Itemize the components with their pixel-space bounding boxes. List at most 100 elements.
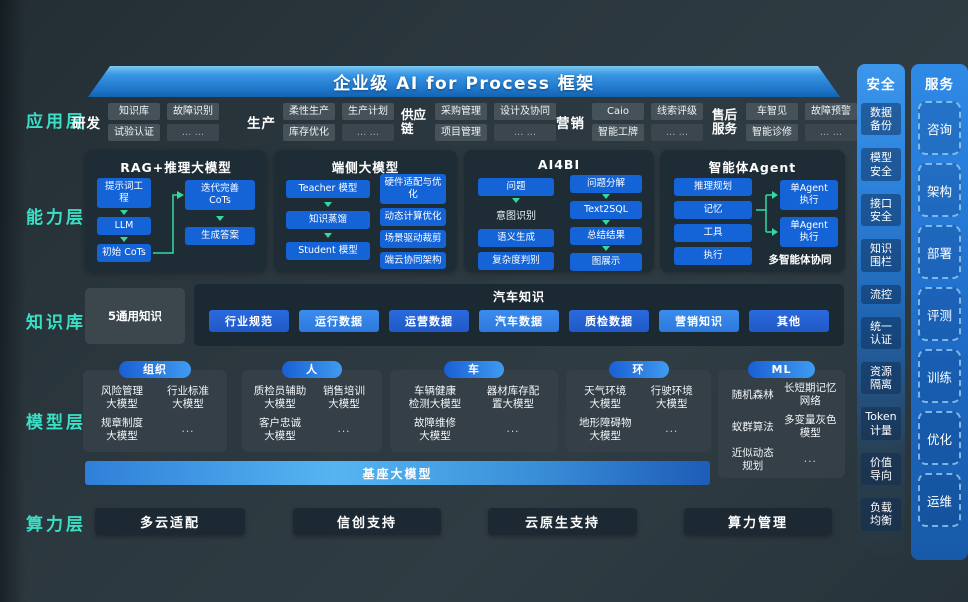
app-chip-column: 故障预警 ... ...	[805, 103, 857, 141]
feature-chip: 端云协同架构	[380, 251, 446, 270]
app-chip: 故障识别	[167, 103, 219, 120]
security-item: 统一 认证	[861, 316, 901, 350]
general-knowledge-box: 5通用知识	[85, 288, 185, 344]
model-group-environment: 环 天气环境 大模型 行驶环境 大模型 地形障碍物 大模型 ...	[566, 361, 711, 452]
agent-module-chip: 推理规划	[674, 178, 752, 196]
app-chip-column: 生产计划 ... ...	[342, 103, 394, 141]
flow-node: 迭代完善 CoTs	[185, 180, 255, 210]
service-item: 咨询	[918, 101, 961, 155]
flow-node: 知识蒸馏	[286, 210, 370, 229]
feature-chip: 硬件适配与优 化	[380, 174, 446, 204]
app-group-after-sales: 售后服务 车智见 智能诊修 故障预警 ... ...	[712, 99, 857, 145]
service-column: 服务 咨询 架构 部署 评测 训练 优化 运维	[911, 64, 968, 560]
compute-bar-multicloud: 多云适配	[95, 508, 245, 535]
arrow-down-icon	[120, 236, 128, 242]
model-item: 器材库存配 置大模型	[486, 384, 540, 410]
knowledge-chip: 行业规范	[209, 310, 289, 332]
model-group-pill: 车	[444, 361, 504, 378]
app-group-production: 生产 柔性生产 库存优化 生产计划 ... ...	[247, 99, 394, 145]
service-item: 训练	[918, 349, 961, 403]
security-item: 知识 围栏	[861, 239, 901, 272]
compute-bar-management: 算力管理	[684, 508, 832, 535]
app-group-rnd: 研发 知识库 试验认证 故障识别 ... ...	[72, 99, 219, 145]
model-group-people: 人 质检员辅助 大模型 销售培训 大模型 客户忠诚 大模型 ...	[242, 361, 382, 452]
auto-knowledge-title: 汽车知识	[492, 290, 545, 304]
app-chip: 采购管理	[435, 103, 487, 120]
app-chip: 项目管理	[435, 124, 487, 141]
framework-title-banner: 企业级 AI for Process 框架	[88, 66, 840, 97]
app-group-label: 研发	[72, 116, 101, 132]
service-header: 服务	[925, 77, 954, 93]
feature-chip: 动态计算优化	[380, 207, 446, 226]
app-group-label: 生产	[247, 116, 276, 132]
knowledge-chip: 其他	[749, 310, 829, 332]
app-chip-column: 设计及协同 ... ...	[494, 103, 556, 141]
knowledge-chip: 运行数据	[299, 310, 379, 332]
flow-column: 提示词工 程 LLM 初始 CoTs	[97, 178, 151, 262]
security-item: Token 计量	[861, 407, 901, 440]
model-item: 质检员辅助 大模型	[253, 384, 307, 410]
security-item: 模型 安全	[861, 148, 901, 181]
app-chip: 生产计划	[342, 103, 394, 120]
model-item: 客户忠诚 大模型	[259, 416, 301, 442]
framework-title: 企业级 AI for Process 框架	[333, 74, 595, 94]
model-item-ellipsis: ...	[181, 423, 195, 436]
model-group-organization: 组织 风险管理 大模型 行业标准 大模型 规章制度 大模型 ...	[83, 361, 227, 452]
arrow-down-icon	[120, 209, 128, 215]
arrow-down-icon	[602, 194, 610, 200]
model-item: 天气环境 大模型	[584, 384, 627, 410]
model-item: 风险管理 大模型	[101, 384, 143, 410]
app-chip: 库存优化	[283, 124, 335, 141]
flow-node: 提示词工 程	[97, 178, 151, 208]
flow-step-label: 意图识别	[496, 210, 536, 222]
security-item: 负载 均衡	[861, 498, 901, 531]
flow-node: Text2SQL	[570, 200, 642, 219]
app-group-supply-chain: 供应链 采购管理 项目管理 设计及协同 ... ...	[401, 99, 556, 145]
arrow-down-icon	[324, 201, 332, 207]
model-item: 车辆健康 检测大模型	[408, 384, 462, 410]
app-chip: 车智见	[746, 103, 798, 120]
agent-module-chip: 工具	[674, 223, 752, 242]
app-group-marketing: 营销 Caio 智能工牌 线索评级 ... ...	[556, 99, 703, 145]
arrow-down-icon	[602, 220, 610, 226]
multi-agent-note: 多智能体协同	[768, 254, 832, 266]
model-item: 随机森林	[731, 388, 774, 401]
arrow-down-icon	[324, 232, 332, 238]
flow-node: 图展示	[570, 252, 642, 271]
capability-box-edge-model: 端侧大模型 Teacher 模型 知识蒸馏 Student 模型 硬件适配与优 …	[274, 150, 457, 272]
flow-node: 语义生成	[478, 228, 554, 247]
app-group-label: 营销	[556, 116, 585, 132]
flow-column: 问题 意图识别 语义生成 复杂度判别	[478, 178, 554, 270]
flow-node: Teacher 模型	[286, 180, 370, 198]
model-group-pill: 组织	[119, 361, 191, 378]
app-chip-ellipsis: ... ...	[651, 124, 703, 141]
compute-bar-cloudnative: 云原生支持	[488, 508, 637, 535]
model-item-ellipsis: ...	[803, 453, 817, 466]
app-chip: 知识库	[108, 103, 160, 120]
app-group-label: 供应链	[401, 106, 427, 136]
app-chip: 试验认证	[108, 124, 160, 141]
app-chip: 智能工牌	[592, 124, 644, 141]
security-item: 流控	[861, 284, 901, 304]
flow-column: 迭代完善 CoTs 生成答案	[185, 180, 255, 245]
app-chip-column: 故障识别 ... ...	[167, 103, 219, 141]
flow-column: 问题分解 Text2SQL 总结结果 图展示	[570, 175, 642, 271]
security-item: 接口 安全	[861, 193, 901, 227]
flow-node: Student 模型	[286, 241, 370, 260]
knowledge-chip-row: 行业规范 运行数据 运营数据 汽车数据 质检数据 营销知识 其他	[204, 310, 834, 332]
compute-bar-xinchuang: 信创支持	[293, 508, 441, 535]
flow-node: 问题分解	[570, 175, 642, 193]
model-item: 蚁群算法	[731, 420, 774, 433]
model-item-grid: 风险管理 大模型 行业标准 大模型 规章制度 大模型 ...	[89, 382, 221, 446]
flow-node: 复杂度判别	[478, 251, 554, 270]
app-chip: Caio	[592, 103, 644, 120]
app-chip-ellipsis: ... ...	[342, 124, 394, 141]
service-item: 评测	[918, 287, 961, 341]
model-group-vehicle: 车 车辆健康 检测大模型 器材库存配 置大模型 故障维修 大模型 ...	[390, 361, 558, 452]
capability-box-ai4bi: AI4BI 问题 意图识别 语义生成 复杂度判别 问题分解 Text2SQL 总…	[464, 150, 654, 272]
model-item: 故障维修 大模型	[414, 416, 456, 442]
security-item: 资源 隔离	[861, 362, 901, 395]
layer-label-capability: 能力层	[26, 208, 86, 228]
app-chip-column: 知识库 试验认证	[108, 103, 160, 141]
security-item: 数据 备份	[861, 103, 901, 136]
